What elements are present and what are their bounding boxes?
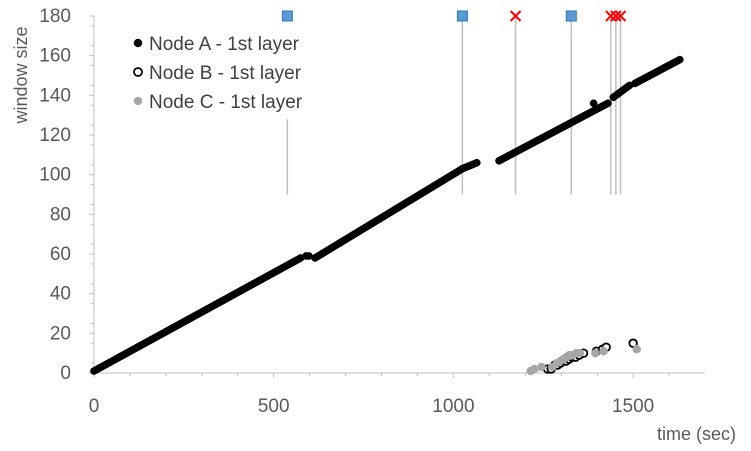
legend-marker: [133, 67, 143, 77]
event-markers: [281, 10, 627, 22]
series-grey-circle: [526, 344, 641, 376]
y-tick-label: 60: [50, 244, 71, 265]
data-point: [604, 99, 612, 108]
y-tick-label: 120: [39, 125, 71, 146]
square-marker: [281, 10, 293, 22]
axis-ticks: 0 20 40 60 80 100 120 140 160 180 0 500 1000 1500: [39, 6, 670, 417]
series-hollow-circle: [542, 338, 638, 374]
y-tick-label: 180: [39, 6, 71, 27]
x-tick-label: 1000: [432, 396, 474, 417]
cross-marker: [509, 10, 522, 22]
x-axis-title: time (sec): [657, 424, 736, 444]
x-tick-label: 500: [258, 396, 290, 417]
event-lines: [286, 16, 622, 195]
data-point: [599, 346, 608, 356]
square-marker: [456, 10, 468, 22]
legend-label: Node B - 1st layer: [149, 63, 302, 84]
data-point: [589, 99, 598, 108]
y-tick-label: 40: [50, 284, 71, 305]
axes: [93, 16, 705, 374]
y-tick-label: 100: [39, 165, 71, 186]
legend-marker: [133, 96, 143, 106]
series-filled-circle: [90, 55, 684, 375]
y-tick-label: 160: [39, 46, 71, 67]
y-tick-label: 0: [60, 363, 71, 384]
x-tick-label: 1500: [612, 396, 654, 417]
legend-marker: [133, 38, 143, 48]
data-point: [591, 348, 600, 358]
cross-marker: [605, 10, 617, 22]
cross-marker: [610, 10, 622, 22]
legend: Node A - 1st layer Node B - 1st layer Node…: [133, 34, 303, 113]
x-tick-label: 0: [89, 396, 100, 417]
cross-marker: [614, 10, 627, 22]
data-point: [632, 344, 641, 354]
y-tick-label: 140: [39, 85, 71, 106]
data-point: [675, 55, 684, 64]
square-marker: [565, 10, 577, 22]
data-point: [575, 348, 585, 358]
legend-label: Node A - 1st layer: [149, 34, 300, 55]
y-tick-label: 80: [50, 204, 71, 225]
y-tick-label: 20: [50, 323, 71, 344]
y-axis-title: window size: [11, 26, 31, 124]
data-point: [530, 364, 539, 374]
data-point: [472, 158, 481, 167]
data-points: [90, 55, 684, 376]
legend-label: Node C - 1st layer: [149, 92, 303, 113]
data-point: [537, 362, 546, 372]
